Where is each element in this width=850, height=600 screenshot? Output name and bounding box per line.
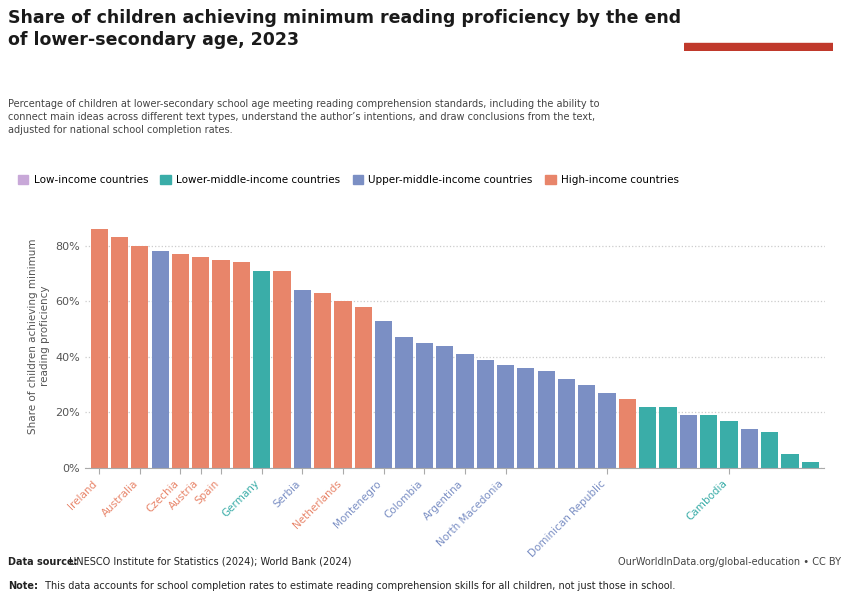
Bar [274,271,291,468]
Bar [802,463,819,468]
Bar [294,290,311,468]
Bar [740,429,758,468]
Text: in Data: in Data [737,28,779,38]
Text: UNESCO Institute for Statistics (2024); World Bank (2024): UNESCO Institute for Statistics (2024); … [66,557,352,567]
Bar [660,407,677,468]
Legend: Low-income countries, Lower-middle-income countries, Upper-middle-income countri: Low-income countries, Lower-middle-incom… [14,171,683,189]
Bar [192,257,209,468]
Bar [781,454,799,468]
Bar [233,262,250,468]
Bar [395,337,412,468]
Bar [151,251,169,468]
Y-axis label: Share of children achieving minimum
reading proficiency: Share of children achieving minimum read… [28,238,50,434]
Bar [680,415,697,468]
Text: Percentage of children at lower-secondary school age meeting reading comprehensi: Percentage of children at lower-secondar… [8,99,600,136]
Bar [517,368,535,468]
Bar [110,238,128,468]
Bar [700,415,717,468]
Bar [456,354,473,468]
Text: This data accounts for school completion rates to estimate reading comprehension: This data accounts for school completion… [42,581,676,591]
Bar [375,321,393,468]
Text: Our World: Our World [728,14,788,23]
Text: Note:: Note: [8,581,38,591]
Bar [354,307,372,468]
Text: Data source:: Data source: [8,557,78,567]
Bar [497,365,514,468]
Bar [212,260,230,468]
Bar [537,371,555,468]
Bar [172,254,189,468]
Bar [131,245,149,468]
Bar [578,385,596,468]
Bar [477,359,494,468]
Bar [639,407,656,468]
Bar [619,398,636,468]
Bar [558,379,575,468]
Bar [416,343,433,468]
Bar [253,271,270,468]
Bar [436,346,453,468]
Bar [684,43,833,51]
Bar [761,432,779,468]
Bar [334,301,352,468]
Bar [314,293,332,468]
Bar [598,393,615,468]
Text: Share of children achieving minimum reading proficiency by the end
of lower-seco: Share of children achieving minimum read… [8,9,682,49]
Bar [721,421,738,468]
Text: OurWorldInData.org/global-education • CC BY: OurWorldInData.org/global-education • CC… [619,557,842,567]
Bar [91,229,108,468]
